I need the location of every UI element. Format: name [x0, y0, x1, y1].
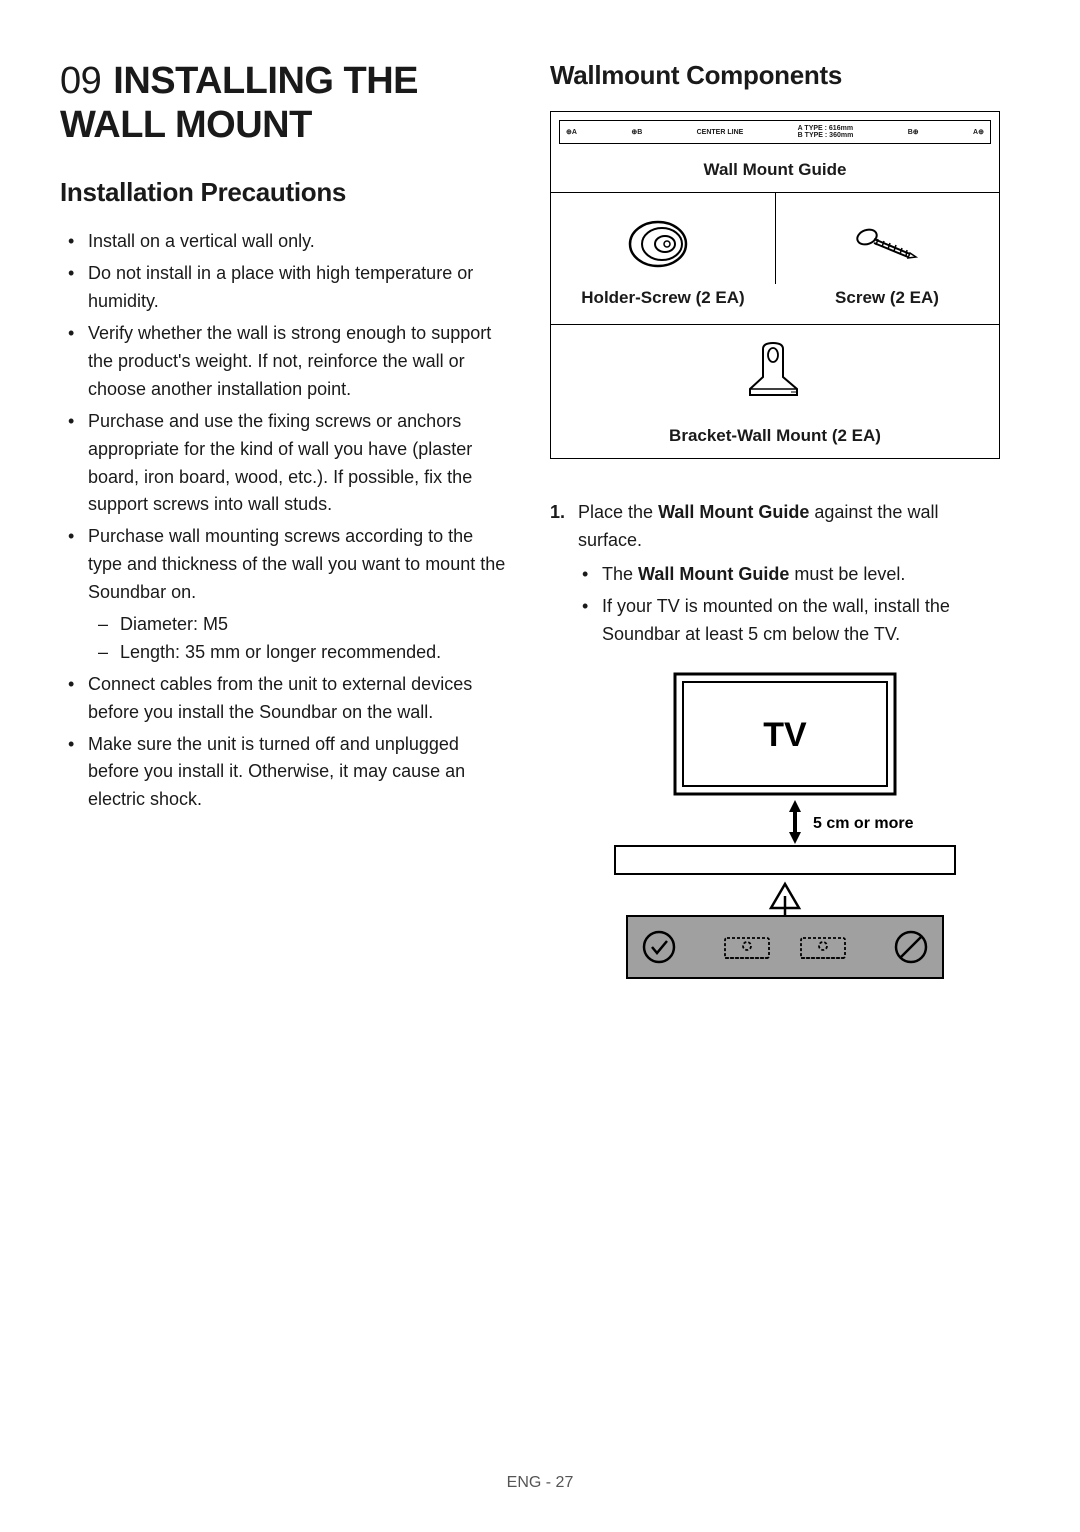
precaution-item: Do not install in a place with high temp… — [88, 260, 510, 316]
holder-screw-icon — [618, 209, 708, 279]
precaution-item: Verify whether the wall is strong enough… — [88, 320, 510, 404]
bracket-icon — [725, 337, 825, 417]
precautions-heading: Installation Precautions — [60, 177, 510, 208]
precaution-item: Purchase wall mounting screws according … — [88, 523, 510, 666]
section-title: 09INSTALLING THE WALL MOUNT — [60, 60, 510, 147]
step-sublist: The Wall Mount Guide must be level. If y… — [578, 561, 1000, 649]
screw-label: Screw (2 EA) — [775, 284, 999, 324]
screw-specs-list: Diameter: M5 Length: 35 mm or longer rec… — [88, 611, 510, 667]
holder-screw-cell — [551, 193, 776, 284]
precaution-item: Connect cables from the unit to external… — [88, 671, 510, 727]
page-container: 09INSTALLING THE WALL MOUNT Installation… — [60, 60, 1020, 986]
bracket-cell: Bracket-Wall Mount (2 EA) — [551, 324, 999, 458]
right-column: Wallmount Components ⊕A ⊕B CENTER LINE A… — [550, 60, 1000, 986]
tv-label: TV — [763, 716, 807, 754]
step-subitem: The Wall Mount Guide must be level. — [602, 561, 1000, 589]
guide-type: A TYPE : 616mm B TYPE : 360mm — [798, 125, 854, 139]
guide-mark: A⊕ — [973, 128, 984, 136]
precautions-list: Install on a vertical wall only. Do not … — [60, 228, 510, 814]
guide-center: CENTER LINE — [697, 129, 744, 136]
wall-mount-guide-strip: ⊕A ⊕B CENTER LINE A TYPE : 616mm B TYPE … — [559, 120, 991, 144]
step-subitem: If your TV is mounted on the wall, insta… — [602, 593, 1000, 649]
step-text: Place the Wall Mount Guide against the w… — [578, 502, 938, 550]
screw-cell — [776, 193, 1000, 284]
page-footer: ENG - 27 — [0, 1474, 1080, 1492]
tv-distance-diagram: TV 5 cm or more — [585, 666, 965, 986]
guide-mark: ⊕B — [631, 128, 642, 136]
section-title-text: INSTALLING THE WALL MOUNT — [60, 60, 418, 146]
steps-list: 1. Place the Wall Mount Guide against th… — [550, 499, 1000, 648]
precaution-item: Purchase and use the fixing screws or an… — [88, 408, 510, 520]
screw-spec: Diameter: M5 — [120, 611, 510, 639]
holder-screw-label: Holder-Screw (2 EA) — [551, 284, 775, 324]
guide-mark: B⊕ — [908, 128, 919, 136]
component-row-label: Holder-Screw (2 EA) Screw (2 EA) — [551, 284, 999, 324]
guide-label: Wall Mount Guide — [551, 144, 999, 192]
tv-diagram: TV 5 cm or more — [550, 666, 1000, 986]
step-number: 1. — [550, 499, 565, 527]
distance-label: 5 cm or more — [813, 815, 914, 832]
components-heading: Wallmount Components — [550, 60, 1000, 91]
step-item: 1. Place the Wall Mount Guide against th… — [578, 499, 1000, 648]
components-figure: ⊕A ⊕B CENTER LINE A TYPE : 616mm B TYPE … — [550, 111, 1000, 459]
precaution-item: Install on a vertical wall only. — [88, 228, 510, 256]
precaution-item: Make sure the unit is turned off and unp… — [88, 731, 510, 815]
component-row — [551, 192, 999, 284]
section-number: 09 — [60, 60, 101, 102]
bracket-label: Bracket-Wall Mount (2 EA) — [551, 422, 999, 458]
left-column: 09INSTALLING THE WALL MOUNT Installation… — [60, 60, 510, 986]
screw-spec: Length: 35 mm or longer recommended. — [120, 639, 510, 667]
screw-icon — [842, 209, 932, 279]
guide-mark: ⊕A — [566, 128, 577, 136]
